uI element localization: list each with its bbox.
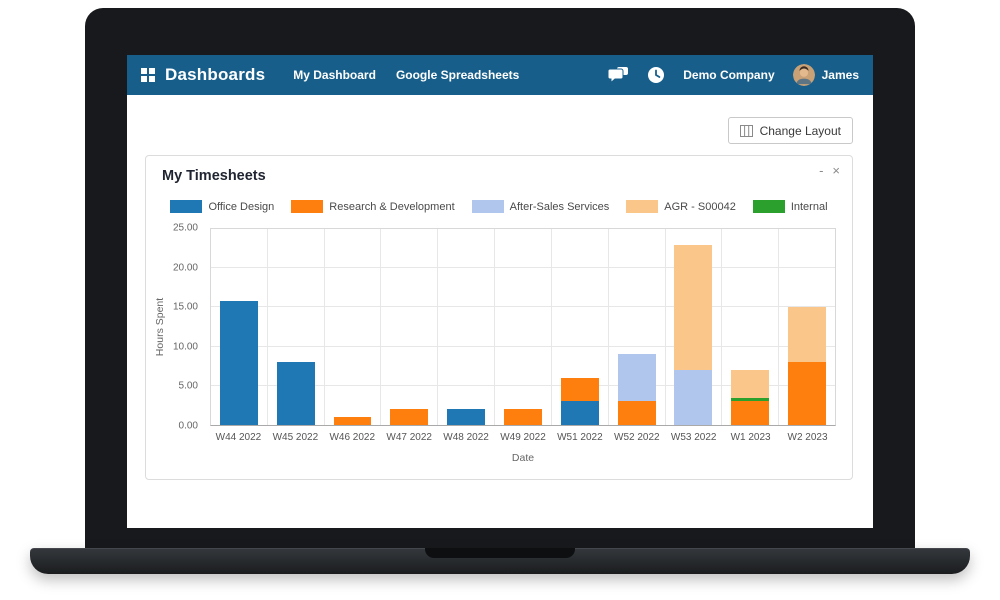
category-column: [381, 229, 439, 425]
x-tick-label: W46 2022: [329, 432, 376, 443]
legend-item[interactable]: After-Sales Services: [471, 200, 610, 213]
screen: Dashboards My Dashboard Google Spreadshe…: [127, 55, 873, 528]
bar-segment[interactable]: [219, 301, 258, 425]
category-column: [666, 229, 723, 425]
x-tick-label: W53 2022: [670, 432, 717, 443]
avatar: [792, 64, 815, 86]
minimize-widget-button[interactable]: -: [819, 163, 824, 178]
user-menu[interactable]: James: [792, 64, 859, 86]
bar-segment[interactable]: [447, 409, 486, 425]
category-column: [609, 229, 666, 425]
legend-swatch-icon: [752, 200, 785, 213]
dashboard-content: Change Layout My Timesheets - × Office D…: [127, 95, 873, 528]
bar-segment[interactable]: [390, 409, 429, 425]
category-column: [211, 229, 268, 425]
legend-swatch-icon: [170, 200, 203, 213]
legend-label: Research & Development: [329, 200, 455, 213]
y-tick-label: 10.00: [172, 341, 198, 353]
user-name: James: [821, 68, 859, 82]
y-axis-ticks: 0.00 5.00 10.00 15.00 20.00 25.00: [146, 223, 204, 432]
x-tick-label: W45 2022: [272, 432, 319, 443]
bar-segment[interactable]: [503, 409, 542, 425]
bar-segment[interactable]: [617, 354, 656, 402]
bar-segment[interactable]: [674, 370, 713, 425]
widget-controls: - ×: [819, 163, 840, 178]
app-title[interactable]: Dashboards: [165, 65, 266, 84]
y-tick-label: 25.00: [172, 222, 198, 234]
legend-label: AGR - S00042: [664, 200, 736, 213]
x-tick-label: W44 2022: [215, 432, 262, 443]
y-tick-label: 15.00: [172, 301, 198, 313]
apps-grid-icon[interactable]: [141, 68, 155, 82]
plot-columns: [211, 229, 835, 425]
gridline: [211, 384, 835, 386]
timesheets-widget-card: My Timesheets - × Office Design Research …: [145, 155, 853, 480]
legend-label: Office Design: [208, 200, 275, 213]
x-tick-label: W1 2023: [730, 432, 771, 443]
category-column: [325, 229, 382, 425]
close-widget-button[interactable]: ×: [832, 163, 840, 178]
y-tick-label: 0.00: [178, 420, 198, 432]
legend-item[interactable]: Research & Development: [291, 200, 455, 213]
category-column: [779, 229, 835, 425]
legend-swatch-icon: [291, 200, 324, 213]
x-tick-label: W51 2022: [557, 432, 603, 443]
legend-item[interactable]: Office Design: [170, 200, 274, 213]
laptop-notch: [425, 548, 575, 558]
bar-segment[interactable]: [788, 307, 826, 363]
chart-legend: Office Design Research & Development After…: [146, 200, 852, 213]
category-column: [438, 229, 496, 425]
bar-segment[interactable]: [617, 401, 656, 425]
bar-segment[interactable]: [276, 362, 315, 425]
legend-item[interactable]: Internal: [752, 200, 828, 213]
x-tick-label: W48 2022: [443, 432, 489, 443]
top-navbar: Dashboards My Dashboard Google Spreadshe…: [127, 55, 873, 95]
x-axis-labels: W44 2022 W45 2022 W46 2022 W47 2022 W48 2022…: [210, 432, 836, 443]
gridline: [211, 345, 835, 347]
category-column: [552, 229, 609, 425]
x-tick-label: W47 2022: [386, 432, 432, 443]
messages-icon[interactable]: [607, 66, 629, 84]
legend-label: After-Sales Services: [509, 200, 610, 213]
gridlines: [211, 229, 835, 425]
bar-segment[interactable]: [333, 417, 372, 425]
bar-segment[interactable]: [560, 401, 599, 425]
change-layout-button[interactable]: Change Layout: [727, 117, 853, 144]
bar-segment[interactable]: [560, 377, 599, 402]
x-tick-label: W52 2022: [614, 432, 660, 443]
legend-swatch-icon: [626, 200, 659, 213]
bar-segment[interactable]: [674, 244, 713, 371]
gridline: [211, 306, 835, 308]
x-axis-title: Date: [511, 452, 535, 464]
gridline: [211, 267, 835, 269]
category-column: [495, 229, 552, 425]
activity-clock-icon[interactable]: [647, 66, 665, 84]
plot-area: [210, 228, 836, 426]
category-column: [268, 229, 325, 425]
legend-item[interactable]: AGR - S00042: [626, 200, 736, 213]
bar-segment[interactable]: [731, 397, 770, 402]
y-tick-label: 5.00: [178, 380, 198, 392]
category-column: [722, 229, 780, 425]
bar-segment[interactable]: [788, 362, 826, 425]
company-switcher[interactable]: Demo Company: [683, 68, 775, 82]
nav-link-my-dashboard[interactable]: My Dashboard: [293, 68, 376, 82]
legend-swatch-icon: [471, 200, 504, 213]
y-tick-label: 20.00: [172, 262, 198, 274]
bar-segment[interactable]: [731, 370, 770, 398]
widget-title: My Timesheets: [162, 168, 266, 184]
x-tick-label: W2 2023: [787, 432, 828, 443]
bar-segment[interactable]: [731, 401, 770, 425]
legend-label: Internal: [790, 200, 828, 213]
x-tick-label: W49 2022: [500, 432, 546, 443]
layout-grid-icon: [739, 124, 753, 137]
change-layout-label: Change Layout: [759, 123, 841, 138]
nav-link-google-spreadsheets[interactable]: Google Spreadsheets: [395, 68, 520, 82]
